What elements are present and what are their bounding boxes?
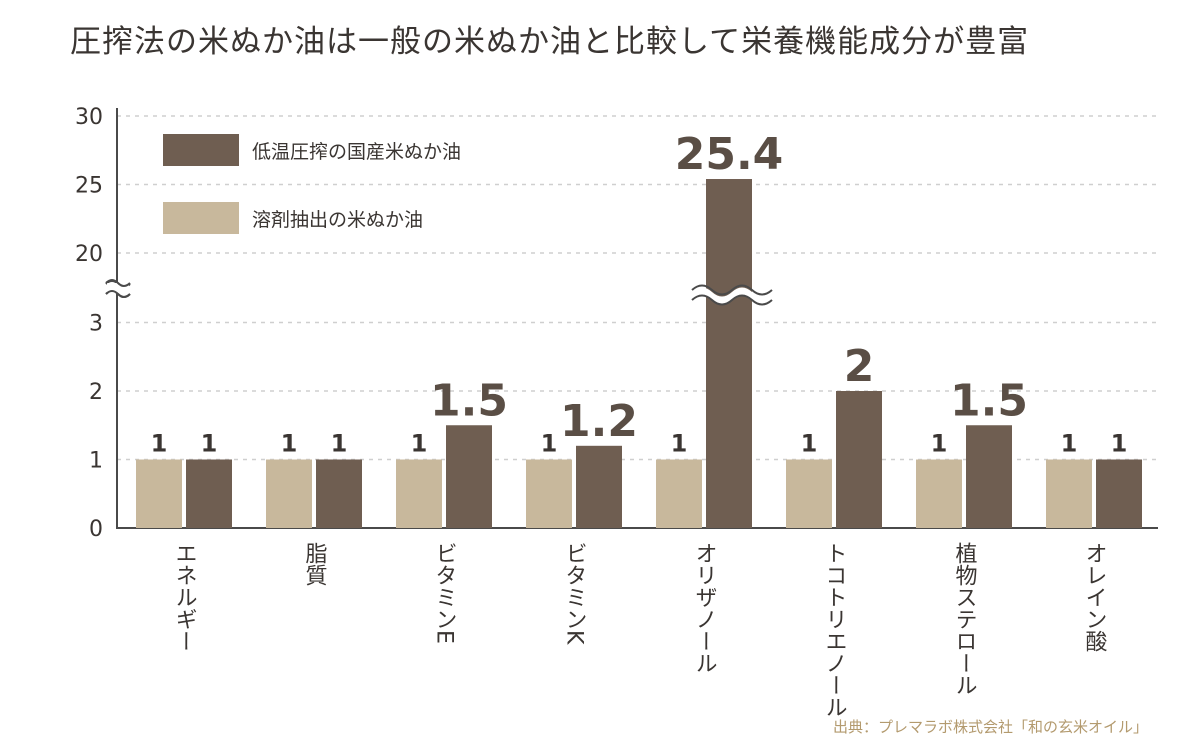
category-label-1: 脂質	[302, 542, 328, 586]
data-label-solvent-7: 1	[1061, 430, 1078, 458]
axis-break-line	[105, 279, 131, 298]
data-label-solvent-6: 1	[931, 430, 948, 458]
data-label-solvent-5: 1	[801, 430, 818, 458]
data-label-solvent-1: 1	[281, 430, 298, 458]
bar-solvent-7	[1046, 459, 1092, 528]
category-label-6: 植物ステロール	[952, 542, 978, 696]
data-label-pressed-5: 2	[844, 341, 875, 392]
y-tick-label: 20	[75, 242, 103, 267]
data-label-pressed-4: 25.4	[675, 129, 784, 180]
bar-pressed-1	[316, 459, 362, 528]
category-label-7: オレイン酸	[1082, 542, 1107, 652]
bar-solvent-1	[266, 459, 312, 528]
data-label-solvent-0: 1	[151, 430, 168, 458]
legend-label-pressed: 低温圧搾の国産米ぬか油	[252, 141, 461, 163]
bar-pressed-5	[836, 391, 882, 528]
bar-pressed-2	[446, 425, 492, 528]
bar-solvent-6	[916, 459, 962, 528]
y-tick-label: 2	[89, 380, 103, 405]
y-tick-label: 3	[89, 312, 103, 337]
y-tick-label: 30	[75, 105, 103, 130]
bar-break-line-bottom	[691, 294, 773, 306]
data-label-pressed-6: 1.5	[950, 375, 1028, 426]
bar-break-line-top	[691, 284, 773, 296]
legend-swatch-solvent	[163, 202, 239, 234]
y-tick-label: 25	[75, 174, 103, 199]
bar-pressed-7	[1096, 459, 1142, 528]
source-note: 出典：プレマラボ株式会社「和の玄米オイル」	[832, 718, 1148, 736]
data-label-pressed-3: 1.2	[560, 396, 638, 447]
category-label-4: オリザノール	[692, 542, 717, 674]
bar-solvent-2	[396, 459, 442, 528]
y-tick-label: 1	[89, 449, 103, 474]
y-tick-label: 0	[89, 517, 103, 542]
legend-label-solvent: 溶剤抽出の米ぬか油	[252, 209, 423, 231]
data-label-solvent-3: 1	[541, 430, 558, 458]
category-label-5: トコトリエノール	[822, 542, 847, 718]
data-label-solvent-4: 1	[671, 430, 688, 458]
bar-solvent-5	[786, 459, 832, 528]
bar-pressed-6	[966, 425, 1012, 528]
data-label-pressed-0: 1	[201, 430, 218, 458]
legend-swatch-pressed	[163, 134, 239, 166]
bar-solvent-4	[656, 459, 702, 528]
category-label-0: エネルギー	[172, 542, 197, 652]
data-label-pressed-1: 1	[331, 430, 348, 458]
axis-break-gap	[107, 283, 129, 293]
bar-solvent-0	[136, 459, 182, 528]
data-label-pressed-7: 1	[1111, 430, 1128, 458]
data-label-pressed-2: 1.5	[430, 375, 508, 426]
chart-title: 圧搾法の米ぬか油は一般の米ぬか油と比較して栄養機能成分が豊富	[70, 24, 1030, 60]
bar-pressed-3	[576, 445, 622, 528]
category-label-2: ビタミンE	[432, 542, 457, 644]
category-label-3: ビタミンK	[562, 542, 587, 645]
bar-break-gap	[692, 287, 772, 305]
bar-pressed-4	[706, 179, 752, 528]
data-label-solvent-2: 1	[411, 430, 428, 458]
bar-pressed-0	[186, 459, 232, 528]
bar-solvent-3	[526, 459, 572, 528]
